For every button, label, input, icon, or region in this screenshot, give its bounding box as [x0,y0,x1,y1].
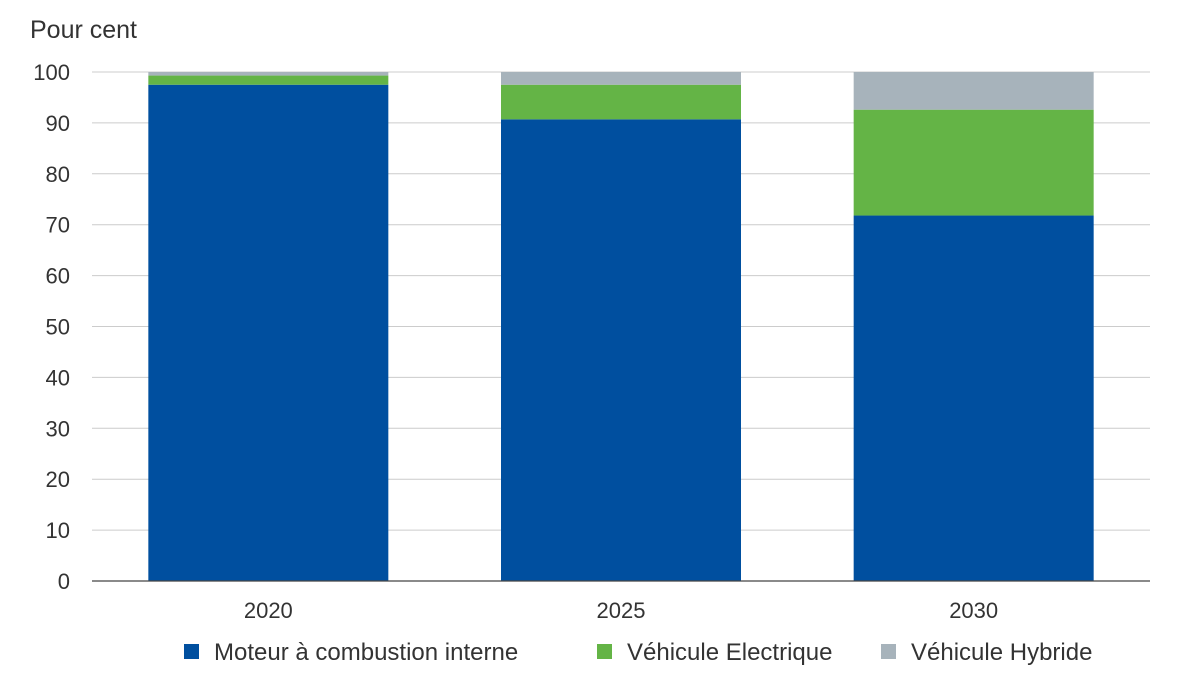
y-tick-label: 80 [46,162,70,187]
legend-swatch-0 [184,644,199,659]
bar-segment-2030-series-2 [853,72,1094,110]
legend: Moteur à combustion interne Véhicule Elec… [184,639,1092,666]
y-tick-label: 0 [58,569,70,594]
bar-segment-2025-series-2 [501,72,741,85]
bars [148,72,1094,581]
bar-segment-2020-series-1 [148,75,389,85]
y-tick-label: 30 [46,416,70,441]
x-tick-label: 2030 [949,598,998,623]
bar-segment-2020-series-0 [148,84,389,581]
bar-segment-2025-series-0 [501,119,741,581]
y-tick-label: 50 [46,315,70,340]
legend-label-2: Véhicule Hybride [911,639,1092,666]
y-tick-label: 70 [46,213,70,238]
bar-segment-2030-series-0 [853,215,1094,581]
legend-label-1: Véhicule Electrique [627,639,832,666]
y-tick-label: 10 [46,518,70,543]
legend-label-0: Moteur à combustion interne [214,639,518,666]
x-tick-label: 2020 [244,598,293,623]
y-tick-label: 60 [46,264,70,289]
legend-swatch-1 [597,644,612,659]
y-tick-label: 100 [33,60,70,85]
bar-segment-2020-series-2 [148,72,389,76]
bar-segment-2025-series-1 [501,84,741,120]
y-tick-label: 90 [46,111,70,136]
y-tick-label: 20 [46,467,70,492]
y-tick-label: 40 [46,365,70,390]
legend-swatch-2 [881,644,896,659]
y-axis-ticks: 0 10 20 30 40 50 60 70 80 90 100 [33,60,70,594]
x-tick-label: 2025 [597,598,646,623]
y-axis-unit-label: Pour cent [30,16,137,44]
x-axis-ticks: 2020 2025 2030 [244,598,998,623]
bar-segment-2030-series-1 [853,109,1094,216]
